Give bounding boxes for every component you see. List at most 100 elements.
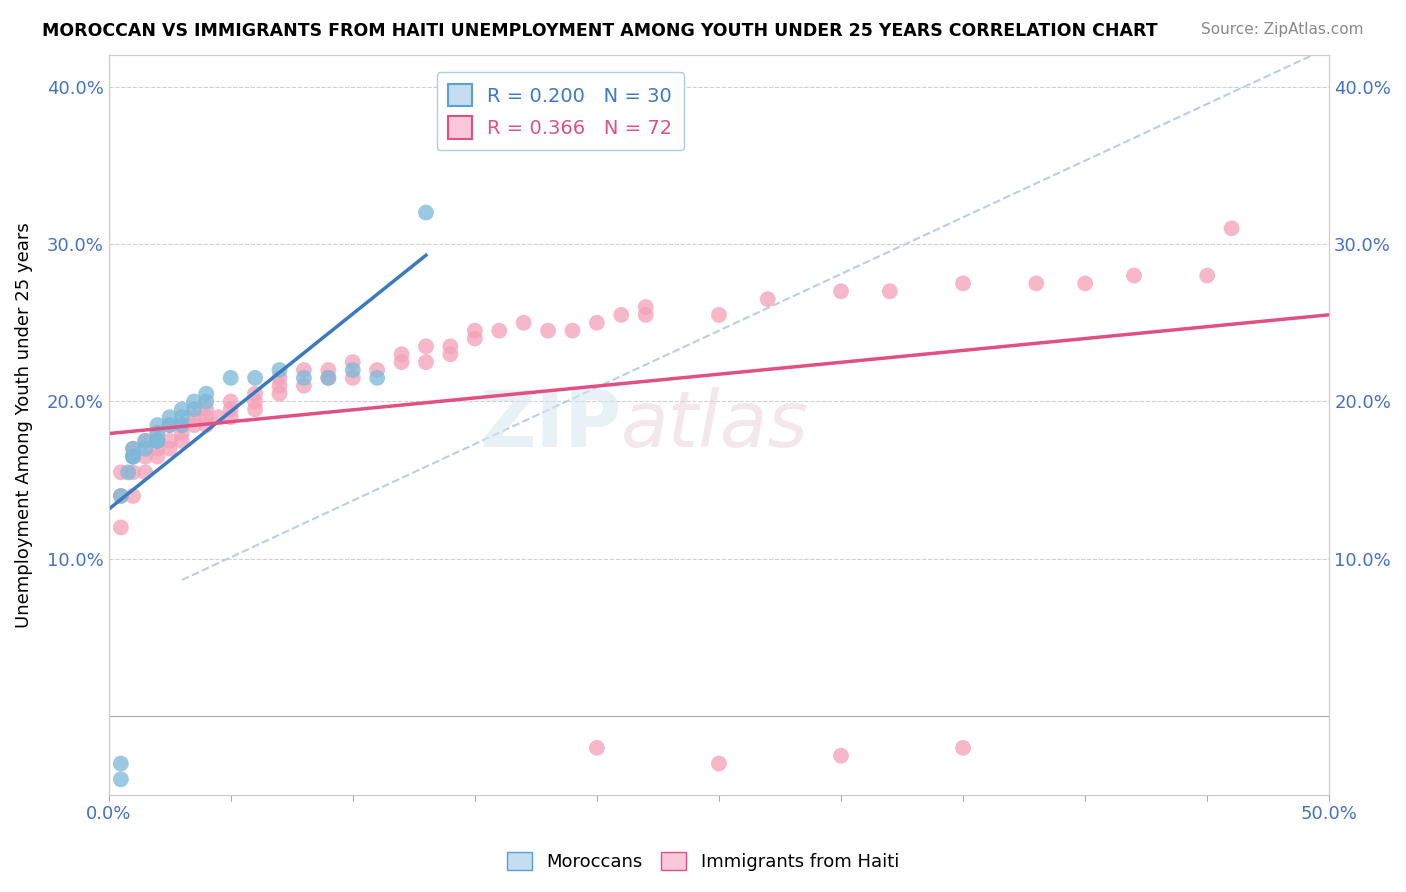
Point: [195, 402, 218, 417]
Legend: Moroccans, Immigrants from Haiti: Moroccans, Immigrants from Haiti: [499, 845, 907, 879]
Point: [439, 347, 461, 361]
Point: [207, 410, 229, 425]
Point: [537, 324, 560, 338]
Point: [634, 300, 657, 314]
Point: [415, 339, 437, 353]
Point: [195, 410, 218, 425]
Point: [170, 425, 193, 440]
Point: [110, 489, 132, 503]
Text: MOROCCAN VS IMMIGRANTS FROM HAITI UNEMPLOYMENT AMONG YOUTH UNDER 25 YEARS CORREL: MOROCCAN VS IMMIGRANTS FROM HAITI UNEMPL…: [42, 22, 1157, 40]
Point: [415, 205, 437, 219]
Point: [243, 386, 266, 401]
Point: [391, 355, 413, 369]
Point: [1025, 277, 1047, 291]
Point: [561, 324, 583, 338]
Point: [318, 371, 340, 385]
Point: [1123, 268, 1146, 283]
Point: [146, 442, 169, 456]
Point: [134, 434, 156, 448]
Point: [269, 386, 291, 401]
Point: [122, 466, 145, 480]
Point: [219, 371, 242, 385]
Point: [195, 386, 218, 401]
Point: [110, 489, 132, 503]
Point: [439, 339, 461, 353]
Text: Source: ZipAtlas.com: Source: ZipAtlas.com: [1201, 22, 1364, 37]
Point: [219, 410, 242, 425]
Point: [366, 363, 388, 377]
Text: atlas: atlas: [621, 387, 810, 463]
Point: [146, 434, 169, 448]
Point: [830, 748, 852, 763]
Point: [159, 434, 181, 448]
Point: [292, 363, 315, 377]
Y-axis label: Unemployment Among Youth under 25 years: Unemployment Among Youth under 25 years: [15, 222, 32, 628]
Point: [1074, 277, 1097, 291]
Point: [318, 371, 340, 385]
Point: [342, 363, 364, 377]
Point: [110, 520, 132, 534]
Point: [879, 285, 901, 299]
Legend: R = 0.200   N = 30, R = 0.366   N = 72: R = 0.200 N = 30, R = 0.366 N = 72: [437, 72, 683, 150]
Point: [269, 363, 291, 377]
Point: [243, 402, 266, 417]
Point: [122, 450, 145, 464]
Point: [183, 410, 205, 425]
Point: [830, 285, 852, 299]
Point: [1220, 221, 1243, 235]
Point: [415, 355, 437, 369]
Point: [292, 371, 315, 385]
Point: [634, 308, 657, 322]
Point: [170, 410, 193, 425]
Point: [183, 418, 205, 433]
Point: [146, 434, 169, 448]
Point: [195, 418, 218, 433]
Point: [610, 308, 633, 322]
Point: [292, 378, 315, 392]
Point: [952, 277, 974, 291]
Point: [183, 402, 205, 417]
Point: [586, 740, 609, 755]
Point: [195, 394, 218, 409]
Point: [170, 434, 193, 448]
Point: [219, 402, 242, 417]
Point: [146, 418, 169, 433]
Point: [122, 450, 145, 464]
Point: [122, 450, 145, 464]
Point: [110, 756, 132, 771]
Point: [122, 442, 145, 456]
Point: [243, 394, 266, 409]
Point: [134, 434, 156, 448]
Point: [159, 418, 181, 433]
Point: [134, 466, 156, 480]
Point: [707, 308, 730, 322]
Point: [464, 324, 486, 338]
Point: [269, 378, 291, 392]
Point: [146, 434, 169, 448]
Point: [243, 371, 266, 385]
Point: [170, 402, 193, 417]
Point: [170, 418, 193, 433]
Point: [146, 425, 169, 440]
Point: [117, 466, 139, 480]
Point: [183, 394, 205, 409]
Point: [269, 371, 291, 385]
Point: [1197, 268, 1219, 283]
Point: [318, 363, 340, 377]
Point: [219, 394, 242, 409]
Point: [756, 292, 779, 306]
Point: [488, 324, 510, 338]
Point: [146, 425, 169, 440]
Point: [586, 316, 609, 330]
Point: [342, 371, 364, 385]
Point: [110, 466, 132, 480]
Point: [134, 450, 156, 464]
Point: [391, 347, 413, 361]
Point: [342, 355, 364, 369]
Point: [146, 450, 169, 464]
Point: [122, 489, 145, 503]
Point: [134, 442, 156, 456]
Point: [110, 772, 132, 787]
Point: [512, 316, 534, 330]
Point: [159, 442, 181, 456]
